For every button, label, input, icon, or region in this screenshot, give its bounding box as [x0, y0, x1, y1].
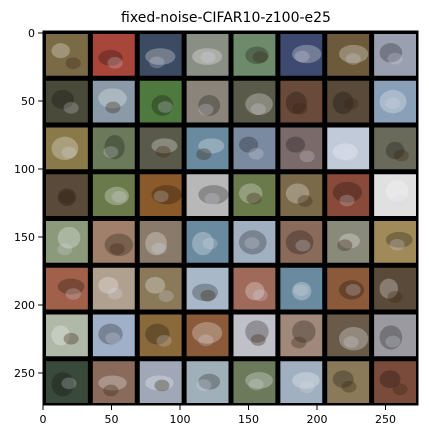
sample-tile — [46, 127, 88, 170]
sample-tile — [186, 314, 229, 357]
sample-tile — [186, 361, 229, 403]
sample-tile — [46, 221, 88, 263]
sample-tile — [280, 174, 323, 216]
sample-tile — [186, 34, 229, 76]
x-tick-5: 250 — [375, 405, 396, 426]
sample-tile — [186, 267, 229, 310]
sample-tile — [233, 314, 276, 357]
y-tick-5: 250 — [14, 367, 43, 380]
sample-tile — [186, 221, 229, 263]
sample-tile — [374, 267, 416, 310]
y-tick-label: 200 — [14, 299, 35, 312]
x-tick-label: 150 — [238, 413, 259, 426]
sample-tile — [327, 80, 370, 123]
sample-tile — [139, 267, 182, 310]
sample-tile — [374, 314, 416, 357]
x-axis: 0 50 100 150 200 250 — [40, 405, 396, 426]
sample-tile — [280, 80, 323, 123]
sample-tile — [327, 127, 370, 170]
sample-tile — [186, 174, 229, 216]
sample-tile — [92, 80, 135, 123]
sample-tile — [186, 80, 229, 123]
sample-tile — [186, 127, 229, 170]
generated-samples-grid — [43, 31, 418, 405]
x-tick-label: 50 — [105, 413, 119, 426]
y-tick-2: 100 — [14, 163, 43, 176]
sample-tile — [374, 361, 416, 403]
y-tick-label: 100 — [14, 163, 35, 176]
x-tick-2: 100 — [170, 405, 191, 426]
sample-tile — [139, 314, 182, 357]
figure-title: fixed-noise-CIFAR10-z100-e25 — [121, 10, 331, 26]
sample-tile — [280, 361, 323, 403]
sample-tile — [280, 221, 323, 263]
sample-tile — [139, 361, 182, 403]
sample-tile — [327, 221, 370, 263]
sample-tile — [139, 127, 182, 170]
sample-tile — [233, 361, 276, 403]
x-tick-label: 250 — [375, 413, 396, 426]
sample-tile — [327, 314, 370, 357]
y-tick-3: 150 — [14, 231, 43, 244]
sample-tile — [139, 221, 182, 263]
sample-tile — [92, 361, 135, 403]
sample-tile — [139, 174, 182, 216]
sample-tile — [46, 361, 88, 403]
sample-tile — [280, 127, 323, 170]
sample-tile — [233, 34, 276, 76]
sample-tile — [46, 267, 88, 310]
sample-tile — [233, 267, 276, 310]
sample-tile — [374, 174, 416, 216]
y-tick-0: 0 — [28, 27, 43, 40]
y-tick-label: 250 — [14, 367, 35, 380]
sample-tile — [92, 267, 135, 310]
sample-tile — [233, 174, 276, 216]
x-tick-4: 200 — [307, 405, 328, 426]
sample-tile — [92, 221, 135, 263]
sample-tile — [374, 127, 416, 170]
sample-tile — [374, 34, 416, 76]
sample-tile — [139, 80, 182, 123]
sample-tile — [233, 127, 276, 170]
sample-tile — [92, 174, 135, 216]
x-tick-label: 200 — [307, 413, 328, 426]
sample-tile — [280, 267, 323, 310]
sample-tile — [327, 174, 370, 216]
sample-tile — [92, 314, 135, 357]
y-tick-label: 150 — [14, 231, 35, 244]
sample-tile — [327, 267, 370, 310]
sample-tile — [139, 34, 182, 76]
sample-tile — [374, 80, 416, 123]
x-tick-label: 100 — [170, 413, 191, 426]
sample-tile — [233, 221, 276, 263]
x-tick-label: 0 — [40, 413, 47, 426]
sample-tile — [92, 34, 135, 76]
sample-tile — [46, 314, 88, 357]
sample-tile — [233, 80, 276, 123]
sample-tile — [280, 34, 323, 76]
y-axis: 0 50 100 150 200 250 — [14, 27, 43, 380]
axes-frame — [42, 30, 419, 406]
sample-tile — [92, 127, 135, 170]
y-tick-label: 50 — [21, 95, 35, 108]
x-tick-0: 0 — [40, 405, 47, 426]
x-tick-1: 50 — [105, 405, 119, 426]
sample-tile — [374, 221, 416, 263]
x-tick-3: 150 — [238, 405, 259, 426]
y-tick-1: 50 — [21, 95, 43, 108]
sample-tile — [46, 34, 88, 76]
y-tick-label: 0 — [28, 27, 35, 40]
sample-tile — [46, 80, 88, 123]
sample-tile — [280, 314, 323, 357]
y-tick-4: 200 — [14, 299, 43, 312]
sample-tile — [46, 174, 88, 216]
sample-tile — [327, 361, 370, 403]
sample-tile — [327, 34, 370, 76]
